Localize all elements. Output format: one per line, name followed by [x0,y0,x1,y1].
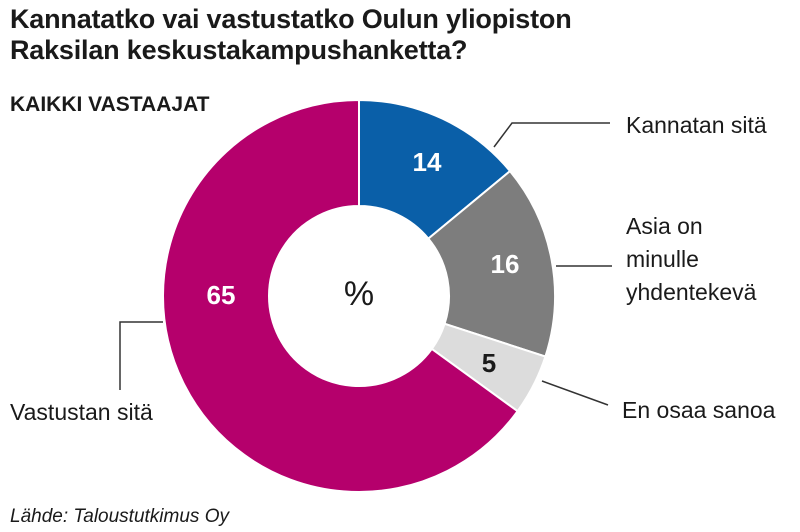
chart-subtitle: KAIKKI VASTAAJAT [10,93,210,116]
chart-source: Lähde: Taloustutkimus Oy [10,506,229,527]
leader-line [541,380,609,406]
chart-title-line-2: Raksilan keskustakampushanketta? [10,35,468,65]
slice-category-label: En osaa sanoa [622,397,776,423]
slice-category-label: Vastustan sitä [10,399,153,425]
chart-title: Kannatatko vai vastustatko Oulun yliopis… [10,4,730,66]
slice-value-label: 5 [482,348,496,378]
slice-value-label: 16 [491,249,520,279]
leader-line [493,122,610,148]
chart-title-line-1: Kannatatko vai vastustatko Oulun yliopis… [10,4,572,34]
donut-slice-2 [426,169,556,358]
slice-value-label: 14 [413,147,442,177]
leader-line [119,321,163,390]
center-unit-label: % [344,275,374,313]
slice-value-label: 65 [207,280,236,310]
slice-category-label: Asia on minulle yhdentekevä [626,213,757,305]
slice-category-label: Kannatan sitä [626,112,767,138]
donut-slice-4 [162,98,519,493]
